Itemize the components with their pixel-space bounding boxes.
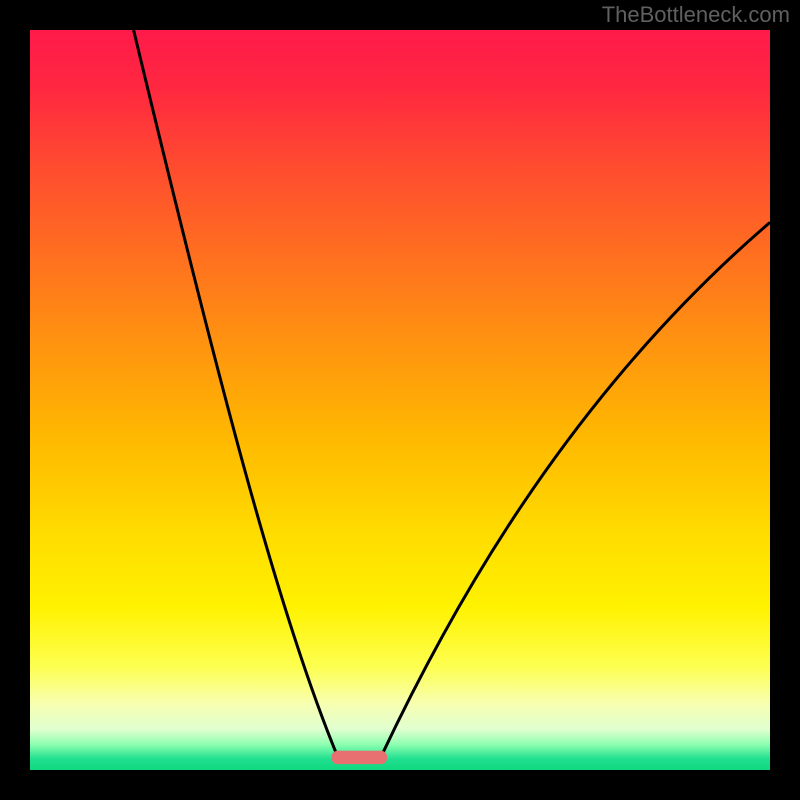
chart-svg — [30, 30, 770, 770]
watermark-text: TheBottleneck.com — [602, 2, 790, 28]
image-container: TheBottleneck.com — [0, 0, 800, 800]
plot-area — [30, 30, 770, 770]
gradient-background — [30, 30, 770, 770]
bottleneck-marker — [332, 751, 388, 764]
